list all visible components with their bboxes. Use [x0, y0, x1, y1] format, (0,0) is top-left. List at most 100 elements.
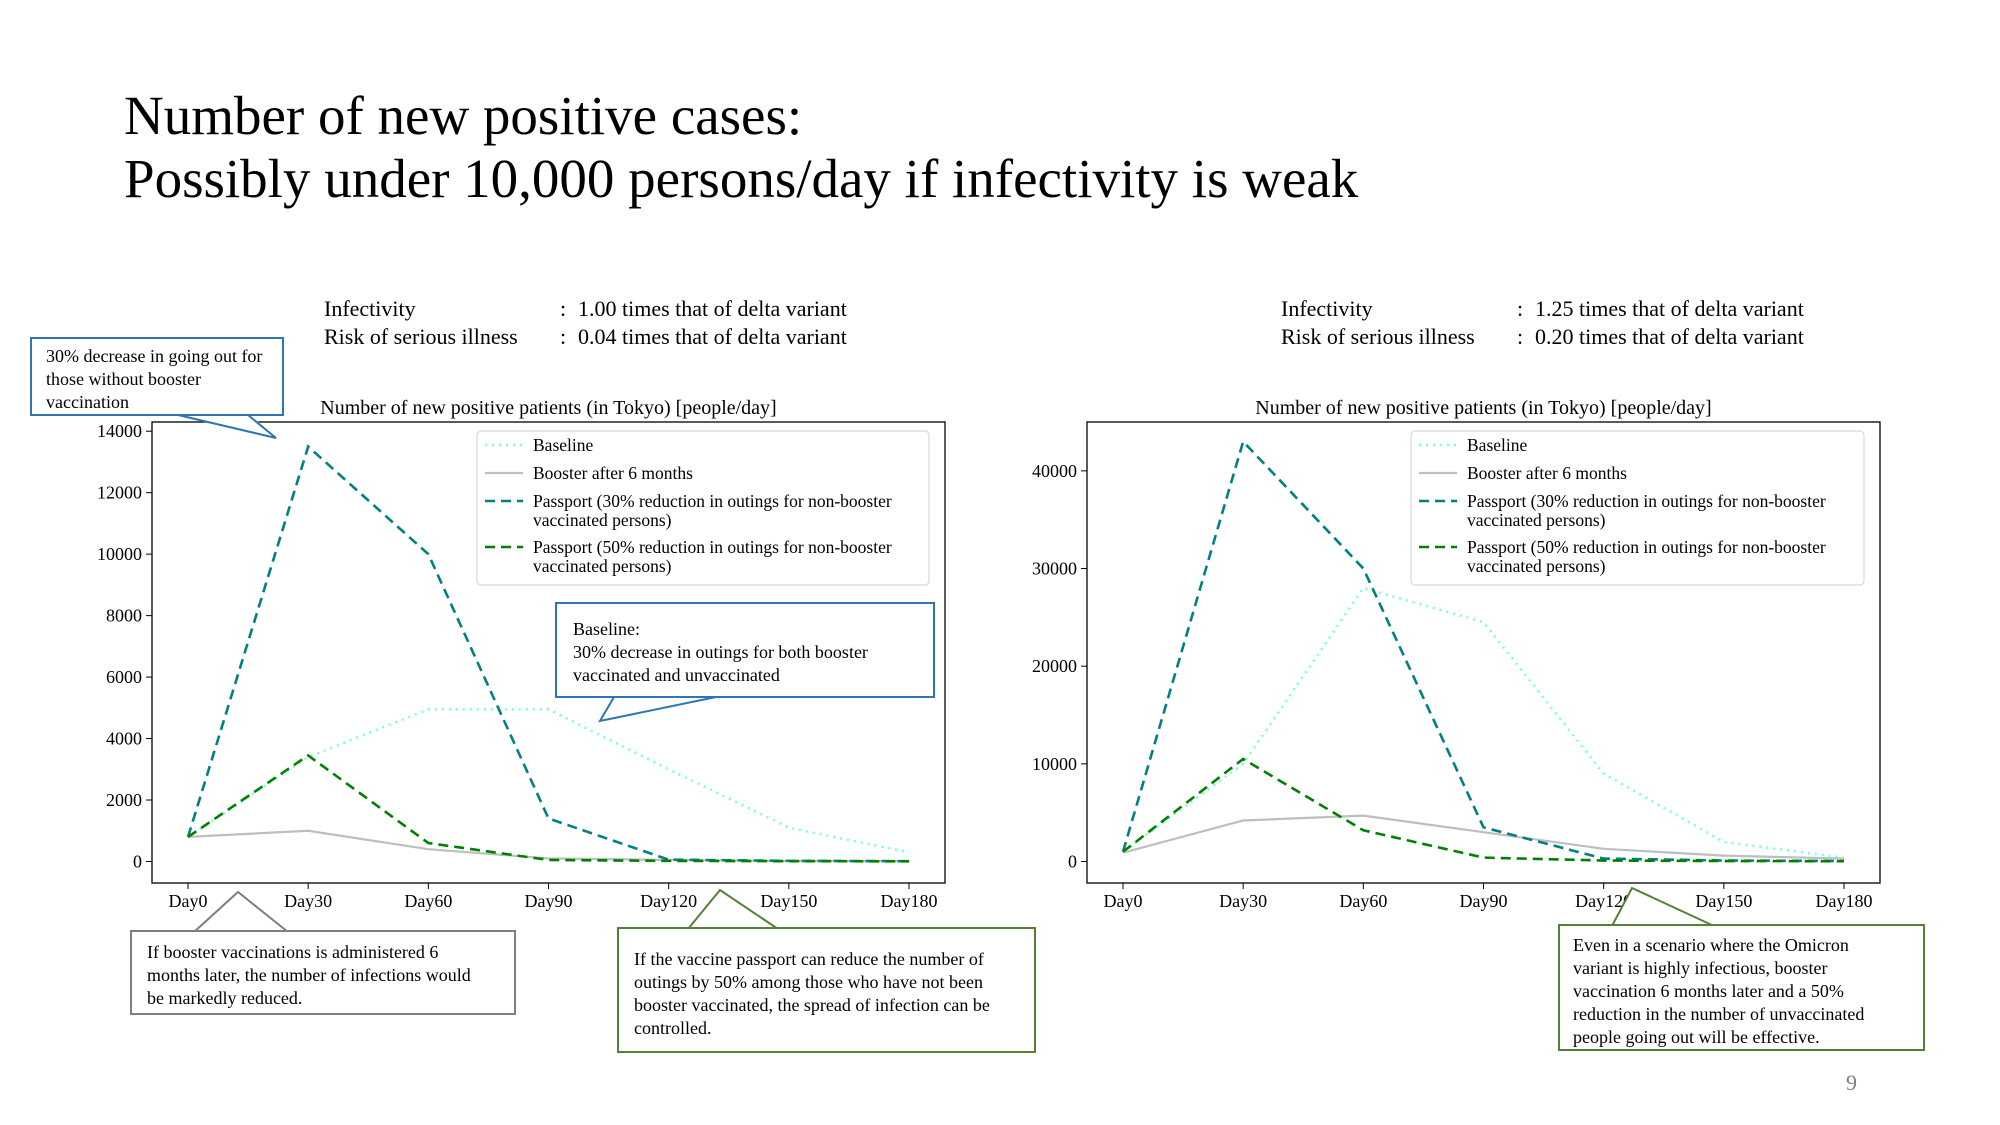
chart-title: Number of new positive patients (in Toky…: [1255, 397, 1711, 419]
title-line-1: Number of new positive cases:: [124, 85, 803, 146]
page-number: 9: [1846, 1070, 1857, 1095]
legend-label: Passport (50% reduction in outings for n…: [533, 537, 892, 576]
legend-label-line: Passport (30% reduction in outings for n…: [1467, 491, 1826, 511]
infectivity-value: 1.00 times that of delta variant: [578, 296, 847, 321]
x-tick-label: Day60: [404, 891, 452, 911]
legend-label-line: vaccinated persons): [1467, 510, 1606, 530]
x-tick-label: Day120: [1575, 891, 1632, 911]
legend-label-line: vaccinated persons): [1467, 556, 1606, 576]
callout-booster-6-months: If booster vaccinations is administered …: [130, 930, 516, 1015]
y-tick-label: 0: [133, 851, 142, 871]
legend-label-line: Passport (50% reduction in outings for n…: [1467, 537, 1826, 557]
callout-text: If the vaccine passport can reduce the n…: [634, 949, 984, 969]
y-tick-label: 14000: [97, 421, 142, 441]
x-tick-label: Day30: [284, 891, 332, 911]
legend-label: Baseline: [1467, 435, 1527, 455]
infectivity-label: Infectivity: [324, 296, 416, 321]
series-line: [1122, 814, 1845, 860]
x-tick-label: Day150: [1695, 891, 1752, 911]
callout-text: controlled.: [634, 1018, 712, 1038]
colon: :: [560, 296, 567, 321]
risk-value: 0.20 times that of delta variant: [1535, 324, 1804, 349]
y-tick-label: 8000: [106, 606, 142, 626]
x-tick-label: Day150: [760, 891, 817, 911]
legend-label: Passport (50% reduction in outings for n…: [1467, 537, 1826, 576]
callout-text: people going out will be effective.: [1573, 1027, 1820, 1047]
y-tick-label: 20000: [1032, 656, 1077, 676]
legend-label: Passport (30% reduction in outings for n…: [533, 491, 892, 530]
callout-pointer-booster-6m: [193, 890, 289, 933]
callout-pointer-omicron: [1611, 886, 1715, 927]
callout-text: vaccination 6 months later and a 50%: [1573, 981, 1844, 1001]
title-line-2: Possibly under 10,000 persons/day if inf…: [124, 148, 1359, 209]
y-tick-label: 6000: [106, 667, 142, 687]
callout-text: booster vaccinated, the spread of infect…: [634, 995, 990, 1015]
y-tick-label: 30000: [1032, 559, 1077, 579]
series-line: [1122, 757, 1845, 863]
x-tick-label: Day90: [525, 891, 573, 911]
callout-text: months later, the number of infections w…: [147, 965, 471, 985]
x-tick-label: Day30: [1219, 891, 1267, 911]
x-tick-label: Day90: [1460, 891, 1508, 911]
legend-label: Booster after 6 months: [1467, 463, 1627, 483]
callout-omicron-scenario: Even in a scenario where the Omicron var…: [1558, 924, 1925, 1051]
y-tick-label: 12000: [97, 483, 142, 503]
callout-text: Baseline:: [573, 619, 640, 639]
x-tick-label: Day120: [640, 891, 697, 911]
callout-text: vaccinated and unvaccinated: [573, 665, 780, 685]
y-tick-label: 10000: [1032, 754, 1077, 774]
x-tick-label: Day60: [1339, 891, 1387, 911]
infectivity-label: Infectivity: [1281, 296, 1373, 321]
colon: :: [1517, 296, 1524, 321]
legend-label-line: Passport (50% reduction in outings for n…: [533, 537, 892, 557]
legend-label-line: vaccinated persons): [533, 556, 672, 576]
callout-text: those without booster: [46, 369, 201, 389]
risk-label: Risk of serious illness: [324, 324, 518, 349]
callout-pointer-passport: [687, 888, 779, 930]
legend-label-line: vaccinated persons): [533, 510, 672, 530]
series-line: [187, 708, 910, 854]
callout-text: 30% decrease in going out for: [46, 346, 263, 366]
series-line: [1122, 586, 1845, 859]
callout-text: If booster vaccinations is administered …: [147, 942, 439, 962]
legend-label: Booster after 6 months: [533, 463, 693, 483]
series-line: [187, 753, 910, 863]
left-scenario-params: Infectivity : 1.00 times that of delta v…: [324, 295, 847, 351]
y-tick-label: 4000: [106, 729, 142, 749]
series-line: [1121, 438, 1845, 863]
callout-text: vaccination: [46, 392, 129, 412]
chart-title: Number of new positive patients (in Toky…: [320, 397, 776, 419]
x-tick-label: Day180: [881, 891, 938, 911]
legend-label: Baseline: [533, 435, 593, 455]
callout-vaccine-passport: If the vaccine passport can reduce the n…: [617, 927, 1036, 1053]
infectivity-value: 1.25 times that of delta variant: [1535, 296, 1804, 321]
callout-booster-30-decrease: 30% decrease in going out for those with…: [30, 337, 284, 416]
legend-box: [1410, 430, 1865, 586]
left-line-chart: Number of new positive patients (in Toky…: [97, 397, 946, 911]
x-tick-label: Day0: [169, 891, 208, 911]
callout-text: 30% decrease in outings for both booster: [573, 642, 868, 662]
risk-label: Risk of serious illness: [1281, 324, 1475, 349]
right-line-chart: Number of new positive patients (in Toky…: [1032, 397, 1881, 911]
callout-text: Even in a scenario where the Omicron: [1573, 935, 1849, 955]
callout-text: variant is highly infectious, booster: [1573, 958, 1828, 978]
callout-text: be markedly reduced.: [147, 988, 303, 1008]
colon: :: [560, 324, 567, 349]
callout-pointer-booster-30: [177, 414, 277, 439]
x-tick-label: Day0: [1104, 891, 1143, 911]
series-line: [186, 444, 910, 863]
callout-baseline: Baseline: 30% decrease in outings for bo…: [555, 602, 935, 698]
y-tick-label: 40000: [1032, 461, 1077, 481]
colon: :: [1517, 324, 1524, 349]
slide-title: Number of new positive cases: Possibly u…: [124, 84, 1358, 210]
legend-label: Passport (30% reduction in outings for n…: [1467, 491, 1826, 530]
legend-box: [476, 430, 930, 586]
right-scenario-params: Infectivity : 1.25 times that of delta v…: [1281, 295, 1804, 351]
y-tick-label: 0: [1068, 852, 1077, 872]
callout-pointer-baseline: [598, 696, 717, 723]
y-tick-label: 2000: [106, 790, 142, 810]
x-tick-label: Day180: [1816, 891, 1873, 911]
risk-value: 0.04 times that of delta variant: [578, 324, 847, 349]
callout-text: outings by 50% among those who have not …: [634, 972, 983, 992]
